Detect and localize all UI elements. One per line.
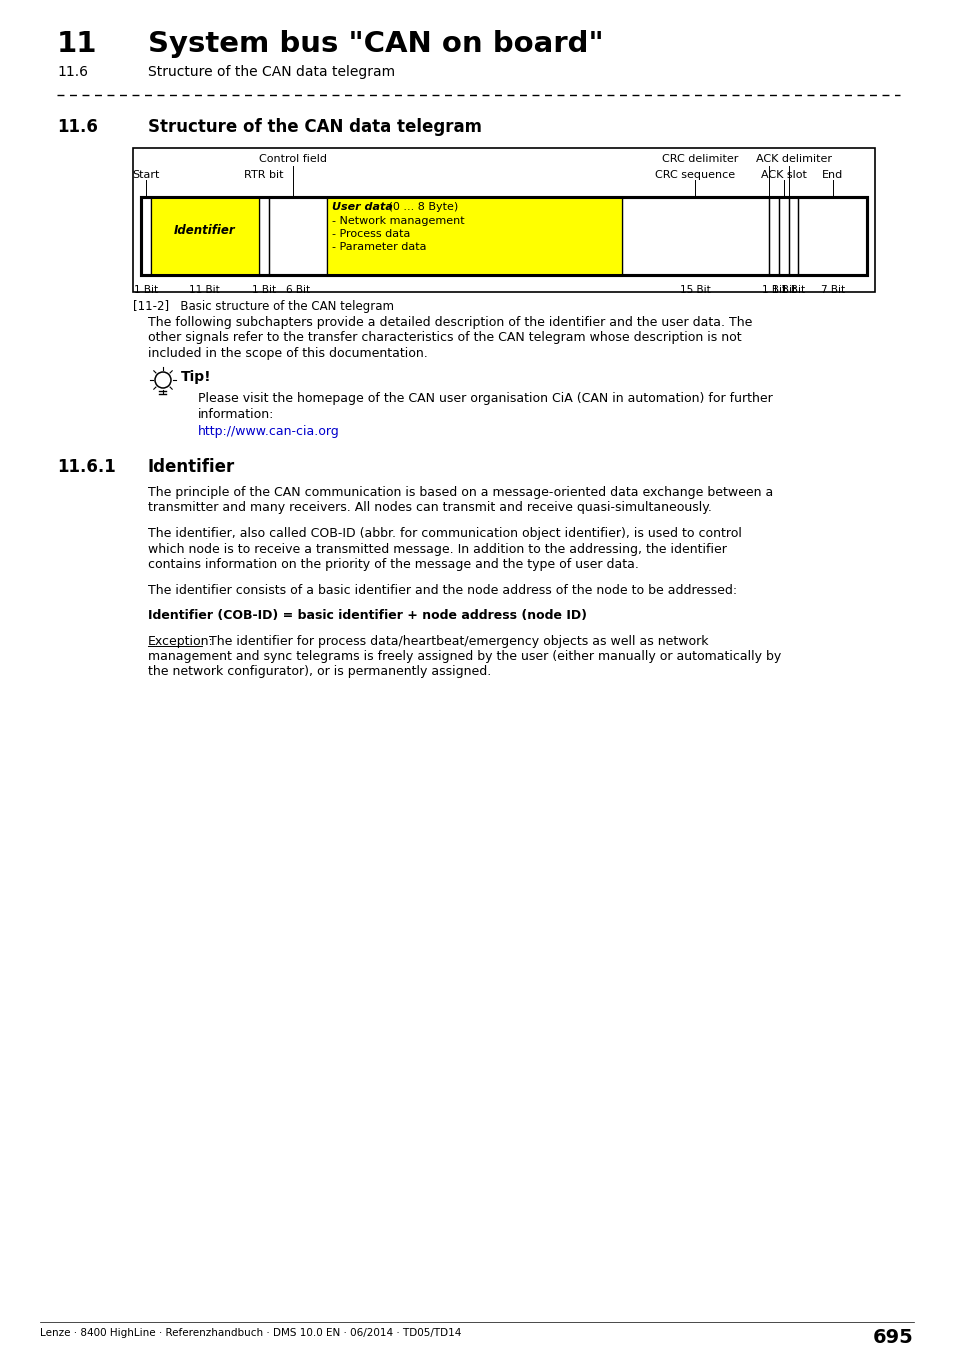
Text: [11-2]   Basic structure of the CAN telegram: [11-2] Basic structure of the CAN telegr… [132,300,394,313]
Text: The identifier for process data/heartbeat/emergency objects as well as network: The identifier for process data/heartbea… [205,634,708,648]
Text: System bus "CAN on board": System bus "CAN on board" [148,30,603,58]
Text: the network configurator), or is permanently assigned.: the network configurator), or is permane… [148,666,491,679]
Text: included in the scope of this documentation.: included in the scope of this documentat… [148,347,427,360]
Text: other signals refer to the transfer characteristics of the CAN telegram whose de: other signals refer to the transfer char… [148,332,740,344]
Text: ACK delimiter: ACK delimiter [755,154,831,163]
Text: CRC sequence: CRC sequence [655,170,735,180]
Bar [151,197,258,275]
Text: 7 Bit: 7 Bit [820,285,843,296]
Text: 11.6: 11.6 [57,65,88,80]
Text: The principle of the CAN communication is based on a message-oriented data excha: The principle of the CAN communication i… [148,486,773,500]
Text: 1 Bit: 1 Bit [252,285,275,296]
Text: - Network management: - Network management [332,216,464,225]
Text: (0 ... 8 Byte): (0 ... 8 Byte) [385,202,458,212]
Text: Exception:: Exception: [148,634,213,648]
Text: management and sync telegrams is freely assigned by the user (either manually or: management and sync telegrams is freely … [148,649,781,663]
Text: ACK slot: ACK slot [760,170,805,180]
Text: information:: information: [198,408,274,420]
Bar [132,148,874,292]
Bar [327,197,621,275]
Text: The identifier consists of a basic identifier and the node address of the node t: The identifier consists of a basic ident… [148,583,737,597]
Text: 11: 11 [57,30,97,58]
Text: End: End [821,170,842,180]
Text: 11.6: 11.6 [57,117,98,136]
Text: Structure of the CAN data telegram: Structure of the CAN data telegram [148,117,481,136]
Text: 15 Bit: 15 Bit [679,285,710,296]
Text: 1 Bit: 1 Bit [771,285,795,296]
Text: http://www.can-cia.org: http://www.can-cia.org [198,425,339,437]
Bar [141,197,866,275]
Text: Identifier: Identifier [173,224,235,236]
Text: Lenze · 8400 HighLine · Referenzhandbuch · DMS 10.0 EN · 06/2014 · TD05/TD14: Lenze · 8400 HighLine · Referenzhandbuch… [40,1328,461,1338]
Text: CRC delimiter: CRC delimiter [661,154,738,163]
Text: 695: 695 [872,1328,913,1347]
Text: RTR bit: RTR bit [244,170,283,180]
Text: transmitter and many receivers. All nodes can transmit and receive quasi-simulta: transmitter and many receivers. All node… [148,501,711,514]
Text: 1 Bit: 1 Bit [760,285,785,296]
Text: 11.6.1: 11.6.1 [57,458,115,477]
Text: Start: Start [132,170,159,180]
Bar [141,197,866,275]
Text: Structure of the CAN data telegram: Structure of the CAN data telegram [148,65,395,80]
Text: 1 Bit: 1 Bit [133,285,158,296]
Text: The following subchapters provide a detailed description of the identifier and t: The following subchapters provide a deta… [148,316,752,329]
Text: 6 Bit: 6 Bit [286,285,310,296]
Text: User data: User data [332,202,393,212]
Text: contains information on the priority of the message and the type of user data.: contains information on the priority of … [148,558,639,571]
Text: 1 Bit: 1 Bit [781,285,804,296]
Text: - Process data: - Process data [332,230,411,239]
Text: The identifier, also called COB-ID (abbr. for communication object identifier), : The identifier, also called COB-ID (abbr… [148,526,741,540]
Text: Control field: Control field [259,154,327,163]
Text: Identifier: Identifier [148,458,235,477]
Text: Tip!: Tip! [181,370,212,383]
Text: 11 Bit: 11 Bit [190,285,220,296]
Text: - Parameter data: - Parameter data [332,242,426,252]
Text: Please visit the homepage of the CAN user organisation CiA (CAN in automation) f: Please visit the homepage of the CAN use… [198,392,772,405]
Text: which node is to receive a transmitted message. In addition to the addressing, t: which node is to receive a transmitted m… [148,543,726,555]
Text: Identifier (COB-ID) = basic identifier + node address (node ID): Identifier (COB-ID) = basic identifier +… [148,609,586,622]
